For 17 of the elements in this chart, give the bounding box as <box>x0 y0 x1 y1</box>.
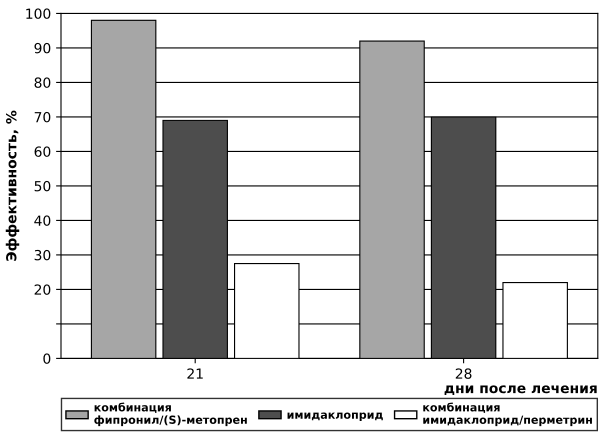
y-tick-label: 0 <box>43 353 50 364</box>
legend-label: имидаклоприд <box>288 412 383 422</box>
y-tick-label: 80 <box>34 77 50 88</box>
y-tick-label: 70 <box>34 112 50 122</box>
legend-label: комбинация фипронил/(S)-метопрен <box>94 402 247 426</box>
y-axis-title: Эффективность, % <box>6 110 20 261</box>
x-tick-label: 21 <box>187 368 203 379</box>
legend-label: комбинация имидаклоприд/перметрин <box>423 402 592 426</box>
y-tick-label: 60 <box>34 146 50 157</box>
x-axis-title: дни после лечения <box>444 385 597 396</box>
y-tick-label: 100 <box>26 8 50 19</box>
y-tick-label: 30 <box>34 250 50 260</box>
x-tick-label: 28 <box>456 368 472 379</box>
y-tick-label: 20 <box>34 284 50 295</box>
y-tick-label: 50 <box>34 180 50 192</box>
y-tick-label: 90 <box>34 42 50 54</box>
y-tick-label: 40 <box>34 215 50 226</box>
